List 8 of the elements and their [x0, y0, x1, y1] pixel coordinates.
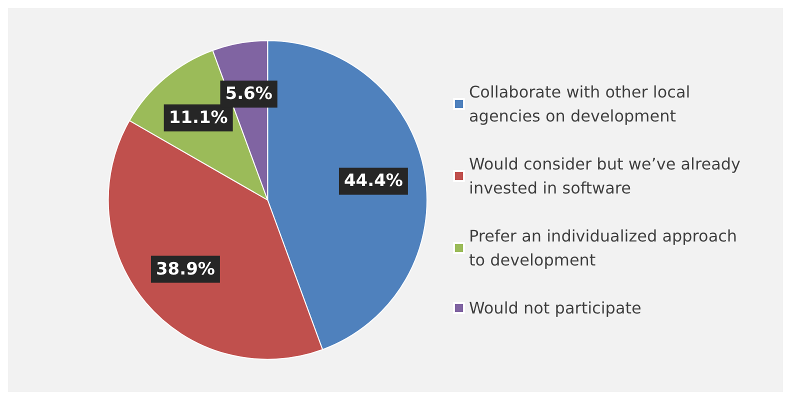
legend-label: Would not participate	[469, 298, 642, 318]
legend-label: Would consider but we’ve already invested in software	[469, 154, 746, 198]
legend-label: Collaborate with other local agencies on development	[469, 82, 696, 126]
data-label: 38.9%	[156, 259, 215, 280]
data-label: 44.4%	[344, 171, 403, 192]
data-label: 5.6%	[225, 84, 272, 104]
data-label: 11.1%	[168, 108, 228, 128]
legend-label: Prefer an individualized approach to development	[469, 226, 742, 270]
